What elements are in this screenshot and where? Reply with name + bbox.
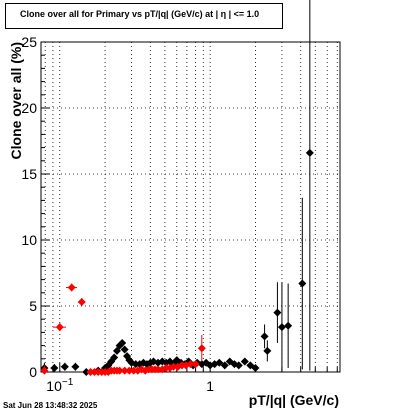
data-point (215, 358, 224, 367)
y-tick-label: 5 (29, 298, 37, 314)
data-point (260, 332, 269, 341)
data-point (169, 362, 178, 371)
data-point (191, 360, 200, 369)
axis-layer: 0 5 10 15 20 25 10−1 1 (21, 34, 338, 394)
data-point (125, 366, 134, 375)
x-axis-label: pT/|q| (GeV/c) (249, 392, 339, 408)
data-point (305, 148, 314, 157)
data-point (50, 364, 59, 373)
data-point (284, 321, 293, 330)
chart-title-box: Clone over all for Primary vs pT/|q| (Ge… (5, 3, 283, 29)
timestamp: Sat Jun 28 13:48:32 2025 (3, 401, 98, 410)
data-point (77, 298, 86, 307)
data-point (234, 361, 243, 370)
data-point (115, 366, 124, 375)
data-point (273, 308, 282, 317)
data-point (298, 279, 307, 288)
data-point (71, 362, 80, 371)
data-point (240, 357, 249, 366)
series-layer (40, 0, 314, 376)
y-tick-label: 25 (21, 34, 37, 50)
data-point (129, 366, 138, 375)
data-point (154, 365, 163, 374)
data-point (82, 368, 91, 376)
y-tick-label: 0 (29, 364, 37, 380)
data-point (118, 338, 127, 347)
y-tick-label: 15 (21, 166, 37, 182)
data-point (186, 360, 195, 369)
data-point (110, 353, 119, 362)
data-point (67, 283, 76, 292)
data-point (120, 366, 129, 375)
grid-layer (41, 42, 340, 372)
data-point (251, 364, 260, 373)
x-tick-label: 1 (206, 378, 214, 394)
plot-frame (40, 41, 341, 373)
data-point (40, 366, 49, 375)
data-point (220, 361, 229, 370)
data-point (60, 362, 69, 371)
x-tick-label: 10−1 (46, 377, 73, 394)
data-point (197, 344, 206, 353)
chart-title: Clone over all for Primary vs pT/|q| (Ge… (20, 9, 260, 19)
data-point (120, 345, 129, 354)
y-tick-label: 10 (21, 232, 37, 248)
data-point (277, 323, 286, 332)
data-point (263, 346, 272, 355)
y-tick-label: 20 (21, 100, 37, 116)
y-axis-label: Clone over all (%) (8, 42, 24, 159)
data-point (55, 323, 64, 332)
